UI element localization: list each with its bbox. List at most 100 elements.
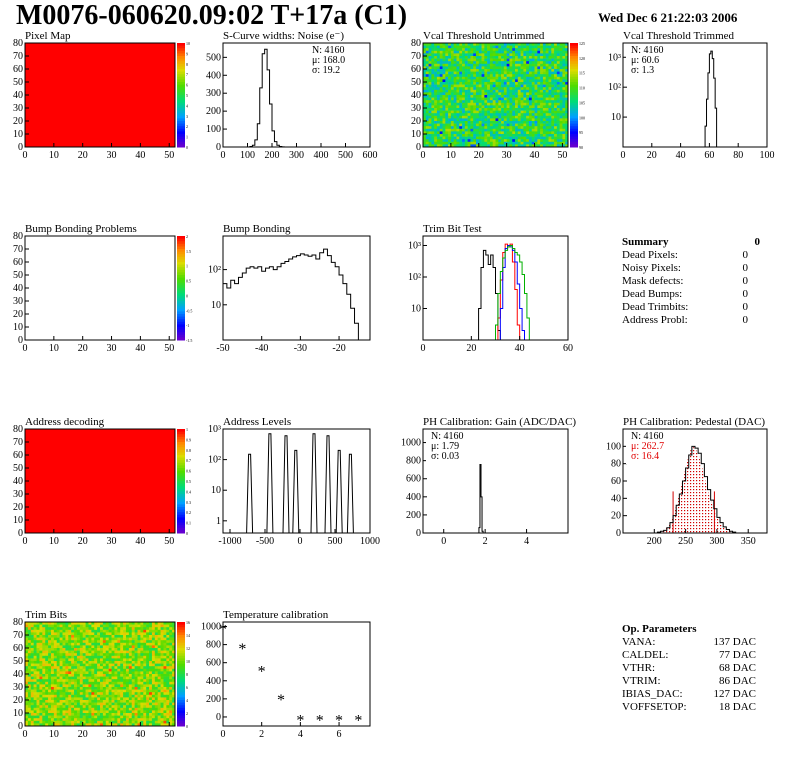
heatmap-cell — [100, 676, 104, 680]
heatmap-cell — [545, 128, 549, 132]
heatmap-cell — [25, 674, 29, 677]
heatmap-cell — [470, 82, 474, 85]
plot-frame — [422, 235, 569, 341]
heatmap-cell — [548, 63, 552, 67]
heatmap-cell — [445, 63, 449, 67]
heatmap-cell — [108, 687, 112, 690]
heatmap-cell — [42, 624, 46, 628]
op-param-row: VOFFSETOP: 18 DAC — [622, 701, 756, 714]
heatmap-cell — [59, 629, 63, 633]
heatmap-cell — [498, 115, 502, 119]
heatmap-cell — [520, 123, 524, 127]
heatmap-cell — [163, 655, 167, 659]
heatmap-cell — [520, 92, 524, 96]
heatmap-cell — [453, 108, 457, 111]
heatmap-cell — [498, 92, 502, 96]
heatmap-cell — [108, 692, 112, 696]
heatmap-cell — [501, 95, 505, 98]
heatmap-cell — [436, 50, 441, 54]
heatmap-cell — [42, 629, 46, 633]
stats-line: σ: 1.3 — [631, 65, 654, 76]
heatmap-cell — [456, 128, 460, 132]
heatmap-cell — [512, 121, 516, 124]
heatmap-cell — [481, 53, 485, 57]
palette-cell — [177, 674, 185, 678]
heatmap-cell — [71, 689, 75, 693]
heatmap-cell — [76, 710, 81, 714]
heatmap-cell — [102, 687, 107, 690]
heatmap-cell — [42, 715, 46, 719]
heatmap-cell — [517, 45, 521, 49]
heatmap-cell — [50, 671, 55, 675]
heatmap-cell — [517, 48, 521, 52]
x-tick-label: 0 — [23, 343, 28, 354]
heatmap-cell — [102, 653, 107, 657]
x-tick-label: 400 — [314, 150, 329, 161]
heatmap-cell — [456, 123, 460, 127]
heatmap-cell — [134, 655, 138, 659]
heatmap-cell — [523, 141, 527, 145]
heatmap-cell — [97, 702, 101, 706]
heatmap-cell — [91, 679, 95, 683]
heatmap-cell — [91, 694, 95, 698]
palette-cell — [570, 100, 578, 104]
stats-box — [426, 430, 486, 464]
heatmap-cell — [487, 113, 491, 117]
heatmap-cell — [431, 95, 435, 98]
heatmap-cell — [172, 702, 175, 706]
heatmap-cell — [39, 655, 43, 659]
heatmap-cell — [128, 627, 133, 631]
heatmap-cell — [489, 139, 494, 143]
heatmap-cell — [492, 110, 496, 114]
heatmap-cell — [540, 97, 544, 101]
heatmap-cell — [166, 702, 170, 706]
heatmap-cell — [114, 713, 118, 716]
heatmap-cell — [425, 66, 429, 70]
heatmap-cell — [68, 648, 72, 651]
heatmap-cell — [143, 655, 147, 659]
heatmap-cell — [76, 713, 81, 716]
heatmap-cell — [554, 128, 558, 132]
heatmap-cell — [562, 105, 566, 109]
palette-cell — [177, 705, 185, 709]
palette-cell — [570, 123, 578, 127]
heatmap-cell — [551, 87, 555, 91]
heatmap-cell — [537, 89, 541, 93]
plot-frame — [622, 42, 768, 148]
y-tick-label: 0 — [416, 142, 421, 153]
heatmap-cell — [551, 43, 555, 46]
heatmap-cell — [42, 622, 46, 625]
heatmap-cell — [526, 43, 530, 46]
heatmap-cell — [517, 84, 521, 88]
heatmap-cell — [487, 105, 491, 109]
heatmap-cell — [79, 637, 83, 641]
heatmap-cell — [459, 53, 463, 57]
heatmap-cell — [540, 108, 544, 111]
heatmap-cell — [448, 136, 452, 140]
heatmap-cell — [456, 141, 460, 145]
heatmap-cell — [30, 642, 34, 646]
heatmap-cell — [473, 92, 477, 96]
heatmap-cell — [484, 74, 488, 78]
heatmap-cell — [512, 43, 516, 46]
palette-cell — [177, 431, 185, 435]
heatmap-cell — [489, 136, 494, 140]
heatmap-cell — [120, 661, 124, 664]
palette-cell — [177, 324, 185, 328]
heatmap-cell — [484, 128, 488, 132]
heatmap-cell — [554, 144, 558, 147]
heatmap-cell — [431, 115, 435, 119]
chart-ph-gain: PH Calibration: Gain (ADC/DAC)0 2 40200400… — [401, 416, 576, 547]
x-tick-label: -1000 — [218, 536, 241, 547]
heatmap-cell — [128, 681, 133, 685]
heatmap-cell — [448, 79, 452, 83]
heatmap-cell — [545, 139, 549, 143]
heatmap-cell — [45, 694, 49, 698]
heatmap-cell — [79, 671, 83, 675]
heatmap-cell — [140, 674, 144, 677]
palette-label: 1 — [186, 427, 188, 432]
heatmap-cell — [137, 650, 141, 654]
palette-label: 95 — [579, 130, 583, 135]
spike — [282, 435, 290, 534]
heatmap-cell — [157, 629, 161, 633]
